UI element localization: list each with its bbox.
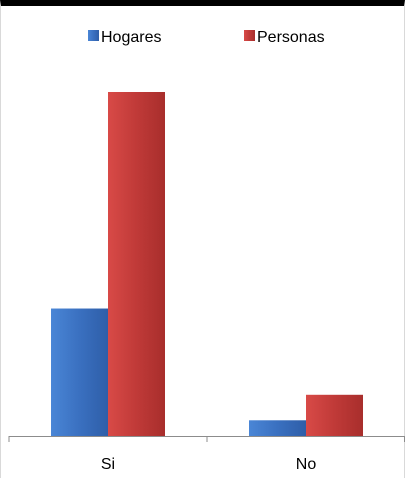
bar-hogares-no [249, 420, 306, 436]
legend-label-hogares: Hogares [101, 29, 161, 46]
x-tick-label-si: Si [101, 456, 115, 473]
bar-personas-si [108, 92, 165, 436]
bar-personas-no [306, 395, 363, 436]
bar-hogares-si [51, 309, 108, 436]
legend-label-personas: Personas [257, 29, 325, 46]
legend-swatch-hogares [88, 30, 99, 41]
legend: Hogares Personas [88, 29, 325, 46]
bars [51, 92, 363, 436]
x-tick-label-no: No [296, 456, 317, 473]
x-axis: Si No [9, 436, 405, 473]
legend-swatch-personas [244, 30, 255, 41]
